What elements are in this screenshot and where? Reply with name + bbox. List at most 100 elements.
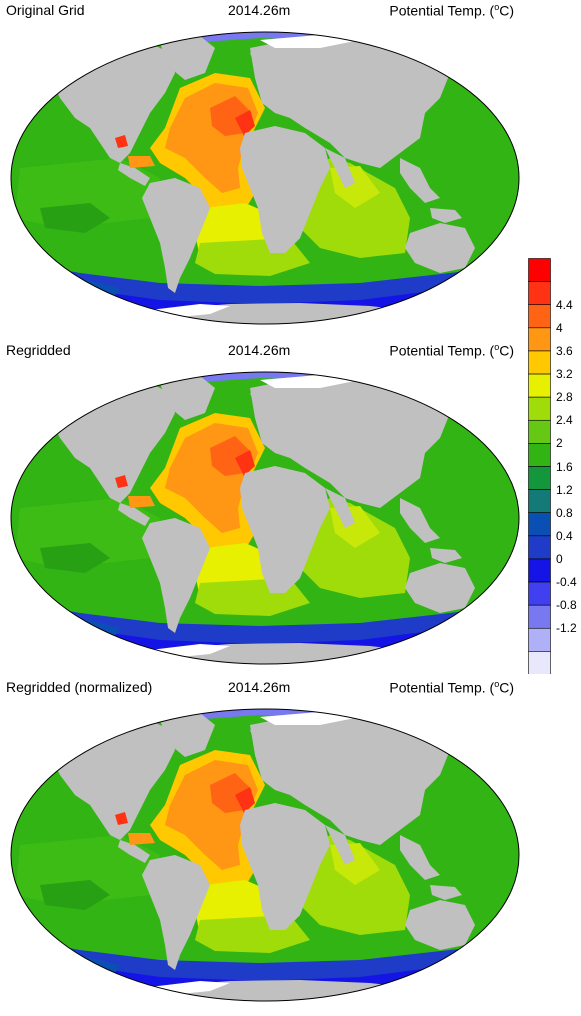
- colorbar-tick-label: 2: [556, 436, 563, 451]
- ice-shelf: [380, 648, 430, 658]
- australia: [405, 900, 475, 950]
- globe-outline: [10, 31, 520, 325]
- greenland: [160, 36, 215, 80]
- africa: [240, 803, 330, 930]
- gulf-hot-patch: [115, 475, 128, 488]
- australia: [405, 223, 475, 273]
- colorbar-swatch: [528, 512, 551, 537]
- colorbar-tick-label: 2.8: [556, 390, 573, 405]
- south-america: [142, 518, 210, 633]
- south-america: [142, 178, 210, 293]
- colorbar-tick-label: -1.2: [556, 621, 577, 636]
- colorbar-swatch: [528, 466, 551, 490]
- colorbar-swatch: [528, 558, 551, 583]
- indonesia: [430, 885, 462, 900]
- ice-shelf: [380, 985, 430, 995]
- panel-date: 2014.26m: [228, 342, 291, 358]
- atlantic-hottest-patch: [235, 787, 255, 813]
- colorbar-tick-label: 0: [556, 551, 563, 566]
- colorbar-swatch: [528, 258, 551, 282]
- colorbar-swatch: [528, 581, 551, 606]
- colorbar: 4.4 4 3.6 3.2 2.8 2.4 2 1.6 1.2 0.8 0.4 0 -0.4 -0.8 -1…: [528, 258, 578, 674]
- eurasia: [250, 713, 450, 845]
- africa: [240, 466, 330, 593]
- colorbar-swatch: [528, 281, 551, 306]
- colorbar-tick-label: 0.4: [556, 528, 573, 543]
- globe-outline: [10, 708, 520, 1002]
- colorbar-swatch: [528, 651, 551, 674]
- panel-variable: Potential Temp. (oC): [389, 2, 514, 19]
- africa: [240, 126, 330, 253]
- central-america: [118, 503, 150, 526]
- indonesia: [430, 208, 462, 223]
- colorbar-swatch: [528, 443, 551, 467]
- colorbar-swatch: [528, 350, 551, 375]
- new-zealand: [476, 945, 488, 963]
- arctic-ice: [100, 709, 140, 723]
- globe-outline: [10, 371, 520, 665]
- panel-header: Regridded 2014.26m Potential Temp. (oC): [0, 340, 530, 362]
- eurasia: [250, 376, 450, 508]
- atlantic-hottest-patch: [235, 110, 255, 136]
- atlantic-hottest-patch: [235, 450, 255, 476]
- colorbar-swatch: [528, 604, 551, 629]
- pacific-cool-patch: [40, 203, 110, 233]
- greenland: [160, 713, 215, 757]
- colorbar-swatches: [528, 258, 551, 674]
- map-panel-regridded: Regridded 2014.26m Potential Temp. (oC): [0, 340, 530, 678]
- colorbar-swatch: [528, 327, 551, 352]
- colorbar-tick-label: 2.4: [556, 413, 573, 428]
- colorbar-tick-label: 1.2: [556, 482, 573, 497]
- colorbar-tick-label: 4.4: [556, 297, 573, 312]
- arctic-ice: [100, 32, 140, 46]
- colorbar-tick-label: -0.4: [556, 575, 577, 590]
- caribbean-warm: [128, 833, 155, 845]
- colorbar-tick-label: 4: [556, 320, 563, 335]
- panel-variable: Potential Temp. (oC): [389, 342, 514, 359]
- panel-variable: Potential Temp. (oC): [389, 679, 514, 696]
- panel-date: 2014.26m: [228, 679, 291, 695]
- panel-header: Regridded (normalized) 2014.26m Potentia…: [0, 677, 530, 699]
- gulf-hot-patch: [115, 812, 128, 825]
- ice-shelf: [380, 308, 430, 318]
- colorbar-swatch: [528, 627, 551, 652]
- colorbar-tick-label: 3.2: [556, 367, 573, 382]
- pacific-cool-patch: [40, 543, 110, 573]
- panel-date: 2014.26m: [228, 2, 291, 18]
- india: [325, 148, 355, 188]
- southeast-asia: [400, 158, 440, 203]
- india: [325, 825, 355, 865]
- colorbar-swatch: [528, 304, 551, 329]
- southeast-asia: [400, 498, 440, 543]
- world-map-original: [10, 31, 520, 325]
- colorbar-tick-label: 1.6: [556, 459, 573, 474]
- pacific-cool-patch: [40, 880, 110, 910]
- colorbar-swatch: [528, 489, 551, 514]
- south-america: [142, 855, 210, 970]
- new-zealand: [476, 268, 488, 286]
- panel-header: Original Grid 2014.26m Potential Temp. (…: [0, 0, 530, 22]
- central-america: [118, 840, 150, 863]
- arctic-ice: [100, 372, 140, 386]
- colorbar-tick-label: 3.6: [556, 343, 573, 358]
- greenland: [160, 376, 215, 420]
- world-map-regridded: [10, 371, 520, 665]
- colorbar-swatch: [528, 535, 551, 560]
- southeast-asia: [400, 835, 440, 880]
- colorbar-tick-label: 0.8: [556, 505, 573, 520]
- colorbar-swatch: [528, 396, 551, 421]
- panel-title: Regridded: [6, 342, 71, 358]
- caribbean-warm: [128, 156, 155, 168]
- central-america: [118, 163, 150, 186]
- world-map-regridded-normalized: [10, 708, 520, 1002]
- gulf-hot-patch: [115, 135, 128, 148]
- panel-title: Original Grid: [6, 2, 85, 18]
- map-panel-regridded-normalized: Regridded (normalized) 2014.26m Potentia…: [0, 677, 530, 1015]
- india: [325, 488, 355, 528]
- indonesia: [430, 548, 462, 563]
- caribbean-warm: [128, 496, 155, 508]
- new-zealand: [476, 608, 488, 626]
- colorbar-swatch: [528, 373, 551, 398]
- map-panel-original: Original Grid 2014.26m Potential Temp. (…: [0, 0, 530, 338]
- colorbar-tick-label: -0.8: [556, 598, 577, 613]
